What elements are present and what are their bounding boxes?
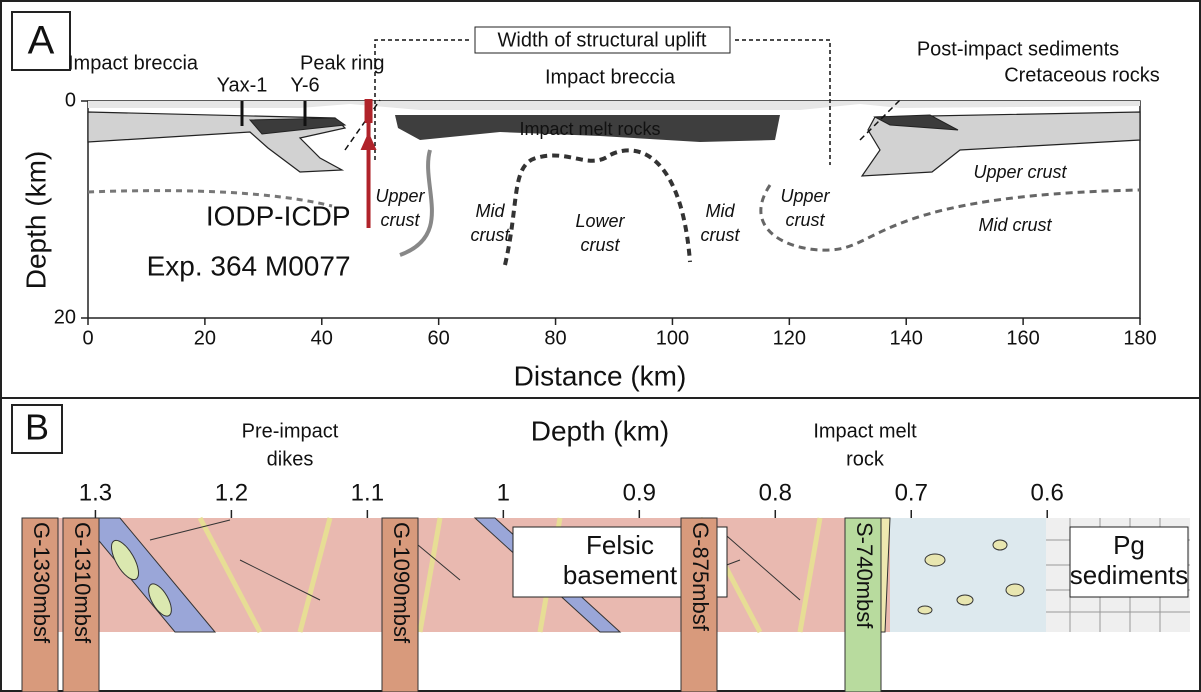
- cross-section: [87, 39, 1141, 319]
- shape-ellipse: [956, 594, 974, 606]
- x-axis-title: Distance (km): [514, 360, 687, 391]
- shape-path: [344, 99, 901, 151]
- crust-label: crust: [580, 235, 620, 255]
- shape-polygon: [395, 115, 780, 142]
- annotation: Cretaceous rocks: [1004, 64, 1160, 86]
- header: Pre-impact: [242, 420, 339, 442]
- unit-label: Felsic: [586, 530, 654, 560]
- crust-label: Upper: [780, 186, 830, 206]
- sample-box: [844, 517, 882, 692]
- annotation: Mid crust: [978, 215, 1052, 235]
- x-tick-label: 0.9: [623, 479, 656, 506]
- x-tick-label: 0.7: [895, 479, 928, 506]
- crust-label: crust: [380, 210, 420, 230]
- crust-label: crust: [470, 225, 510, 245]
- x-tick-label: 0.6: [1031, 479, 1064, 506]
- annotation: Impact breccia: [545, 66, 676, 88]
- core-arrow: [360, 132, 377, 150]
- x-tick-label: 1.2: [215, 479, 248, 506]
- core-strip: [22, 516, 1190, 634]
- x-tick-label: 20: [194, 327, 216, 349]
- shape-ellipse: [917, 605, 933, 615]
- unit-label: basement: [563, 560, 678, 590]
- shape-path: [503, 148, 692, 266]
- sample-label: S-740mbsf: [852, 522, 877, 629]
- shape-polygon: [873, 114, 959, 131]
- header: rock: [846, 448, 885, 470]
- unit-label-box: [1069, 526, 1189, 598]
- sample-label: G-1090mbsf: [389, 522, 414, 644]
- sample-label: G-1310mbsf: [70, 522, 95, 644]
- sample-label: G-875mbsf: [688, 522, 713, 632]
- x-tick-label: 1: [497, 479, 510, 506]
- shape-path: [374, 39, 831, 165]
- shape-ellipse: [992, 539, 1008, 551]
- x-tick-label: 160: [1006, 327, 1039, 349]
- x-tick-label: 0: [82, 327, 93, 349]
- header: Impact melt: [813, 420, 917, 442]
- sample-label: G-1330mbsf: [29, 522, 54, 644]
- crust-label: Lower: [575, 211, 625, 231]
- x-tick-label: 80: [544, 327, 566, 349]
- shape-path: [759, 184, 1141, 252]
- x-tick-label: 100: [656, 327, 689, 349]
- x-tick-label: 120: [773, 327, 806, 349]
- panel-b-frame: [0, 397, 1201, 692]
- y-tick-label: 20: [54, 306, 76, 328]
- x-tick-label: 140: [890, 327, 923, 349]
- annotation: Impact breccia: [68, 52, 199, 74]
- shape-rect: [890, 518, 1048, 632]
- shape-ellipse: [1005, 583, 1025, 597]
- bracket-label-box: [474, 26, 731, 54]
- x-tick-label: 60: [428, 327, 450, 349]
- sample-box: [21, 517, 59, 692]
- crust-label: Mid: [705, 201, 735, 221]
- y-axis-title: Depth (km): [20, 151, 51, 289]
- crust-label: crust: [700, 225, 740, 245]
- annotation: Post-impact sediments: [917, 38, 1119, 60]
- x-tick-label: 40: [311, 327, 333, 349]
- shape-g: [917, 539, 1025, 615]
- x-tick-label: 1.3: [79, 479, 112, 506]
- x-axis-title: Depth (km): [531, 415, 669, 446]
- shape-path: [399, 149, 434, 257]
- bracket-label: Width of structural uplift: [498, 29, 707, 51]
- shape-ellipse: [111, 539, 139, 581]
- x-tick-label: 180: [1123, 327, 1156, 349]
- shape-path: [88, 101, 1140, 110]
- core-label: IODP-ICDP: [206, 200, 351, 231]
- annotation: Impact melt rocks: [519, 119, 660, 139]
- unit-label: Pg: [1113, 530, 1145, 560]
- sample-box: [680, 517, 718, 692]
- core-top: [364, 99, 373, 123]
- panel-label-box: [11, 11, 71, 71]
- sample-box: [62, 517, 100, 692]
- x-tick-label: 0.8: [759, 479, 792, 506]
- shape-ellipse: [148, 583, 172, 617]
- annotation: Y-6: [290, 74, 319, 96]
- annotation: Peak ring: [300, 52, 385, 74]
- shape-ellipse: [924, 553, 946, 567]
- shape-path: [87, 189, 333, 208]
- panel-label: A: [28, 19, 55, 63]
- panel-label: B: [25, 407, 49, 448]
- crust-label: crust: [785, 210, 825, 230]
- header: dikes: [267, 448, 314, 470]
- x-tick-label: 1.1: [351, 479, 384, 506]
- sample-box: [381, 517, 419, 692]
- annotation: Upper crust: [973, 162, 1067, 182]
- crust-label: Mid: [475, 201, 505, 221]
- unit-label: sediments: [1070, 560, 1189, 590]
- core-label: Exp. 364 M0077: [147, 250, 351, 281]
- annotation: Yax-1: [217, 74, 268, 96]
- panel-label-box: [11, 404, 63, 454]
- crust-label: Upper: [375, 186, 425, 206]
- y-tick-label: 0: [65, 89, 76, 111]
- shape-polygon: [248, 117, 347, 135]
